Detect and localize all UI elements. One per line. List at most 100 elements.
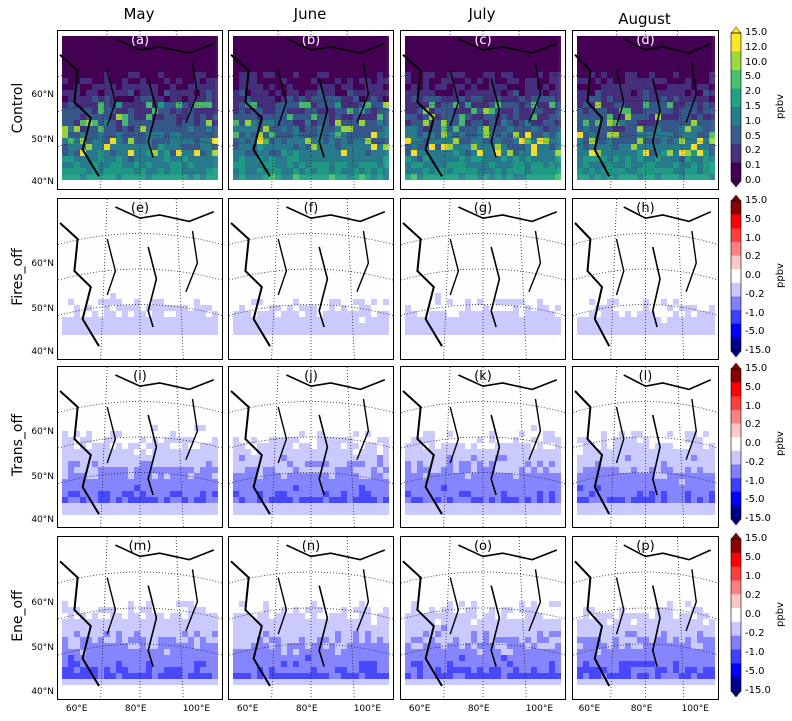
heat-cell [513,42,519,48]
heat-cell [233,42,239,48]
heat-cell [583,168,589,174]
heat-cell [483,233,489,239]
heat-cell [239,275,245,281]
heat-cell [293,72,299,78]
heat-cell [341,275,347,281]
heat-cell [92,287,98,293]
heat-cell [709,299,715,305]
heat-cell [531,269,537,275]
heat-cell [543,66,549,72]
heat-cell [80,221,86,227]
heat-cell [152,287,158,293]
heat-cell [74,233,80,239]
heat-cell [206,78,212,84]
heat-cell [471,341,477,347]
heat-cell [625,132,631,138]
heat-cell [595,120,601,126]
heat-cell [323,138,329,144]
heat-cell [459,299,465,305]
heat-cell [323,203,329,209]
heat-cell [441,78,447,84]
heat-cell [383,126,389,132]
heat-cell [146,257,152,263]
heat-cell [263,245,269,251]
heat-cell [703,36,709,42]
heat-cell [435,257,441,263]
heat-cell [251,36,257,42]
heat-cell [353,251,359,257]
heat-cell [543,54,549,60]
heat-cell [164,156,170,162]
heat-cell [595,287,601,293]
heat-cell [453,305,459,311]
heat-cell [128,257,134,263]
heat-cell [158,215,164,221]
heat-cell [68,36,74,42]
heat-cell [697,168,703,174]
heat-cell [371,90,377,96]
heat-cell [92,42,98,48]
heat-cell [170,263,176,269]
heat-cell [305,227,311,233]
heat-cell [685,311,691,317]
heat-cell [377,114,383,120]
heat-cell [477,281,483,287]
heat-cell [619,120,625,126]
heat-cell [194,72,200,78]
heat-cell [619,126,625,132]
heat-cell [537,221,543,227]
heat-cell [549,335,555,341]
heat-cell [525,144,531,150]
heat-cell [649,36,655,42]
heat-cell [200,299,206,305]
heat-cell [164,281,170,287]
heat-cell [619,156,625,162]
heat-cell [383,305,389,311]
heat-cell [477,311,483,317]
heat-cell [110,245,116,251]
heat-cell [251,281,257,287]
heat-cell [182,60,188,66]
heat-cell [525,48,531,54]
heat-cell [353,233,359,239]
heat-cell [212,221,218,227]
heat-cell [299,299,305,305]
heat-cell [601,132,607,138]
heat-cell [465,281,471,287]
heat-cell [577,60,583,66]
heat-cell [465,36,471,42]
heat-cell [323,317,329,323]
heat-cell [685,341,691,347]
heat-cell [655,54,661,60]
heat-cell [613,275,619,281]
heat-cell [667,138,673,144]
heat-cell [423,245,429,251]
heat-cell [305,138,311,144]
heat-cell [405,108,411,114]
heat-cell [263,203,269,209]
heat-cell [655,66,661,72]
heat-cell [347,60,353,66]
heat-cell [122,239,128,245]
heat-cell [679,221,685,227]
heat-cell [631,311,637,317]
heat-cell [116,293,122,299]
heat-cell [709,227,715,233]
heat-cell [459,293,465,299]
heat-cell [311,209,317,215]
heat-cell [429,323,435,329]
heat-cell [98,281,104,287]
heat-cell [661,120,667,126]
heat-cell [329,299,335,305]
heat-cell [74,335,80,341]
heat-cell [269,72,275,78]
heat-cell [679,233,685,239]
heat-cell [453,287,459,293]
heat-cell [525,257,531,263]
heat-cell [251,335,257,341]
heat-cell [110,227,116,233]
heat-cell [577,120,583,126]
heat-cell [299,251,305,257]
heat-cell [353,132,359,138]
heat-cell [507,221,513,227]
